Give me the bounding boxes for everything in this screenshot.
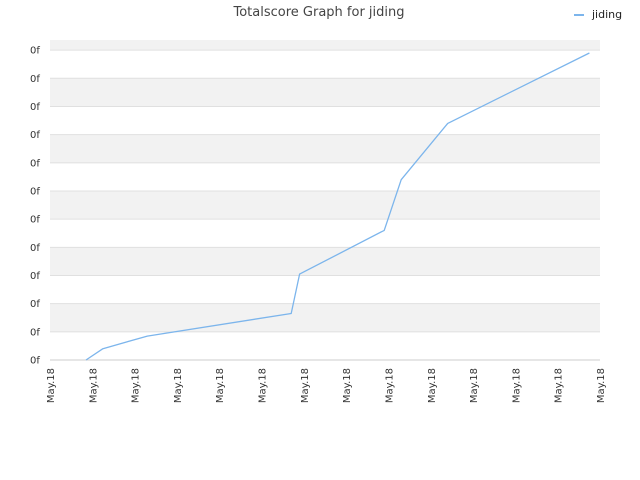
plot-band (50, 303, 600, 332)
y-tick-label: 0f (30, 327, 40, 338)
x-tick-label: May.18 (342, 368, 353, 403)
plot-band (50, 275, 600, 304)
y-tick-label: 0f (30, 271, 40, 282)
y-tick-label: 0f (30, 299, 40, 310)
plot-band (50, 50, 600, 79)
y-tick-label: 0f (30, 130, 40, 141)
x-tick-label: May.18 (554, 368, 565, 403)
plot-band (50, 162, 600, 191)
x-tick-label: May.18 (173, 368, 184, 403)
x-tick-label: May.18 (511, 368, 522, 403)
x-tick-label: May.18 (88, 368, 99, 403)
plot-band (50, 78, 600, 107)
chart-title: Totalscore Graph for jiding (232, 5, 404, 20)
plot-band (50, 331, 600, 360)
plot-band (50, 40, 600, 51)
x-axis-ticks: May.18 May.18 May.18 May.18 May.18 May.18 May.… (46, 368, 607, 403)
legend-label: jiding (591, 8, 622, 21)
y-tick-label: 0f (30, 74, 40, 85)
x-tick-label: May.18 (46, 368, 57, 403)
y-tick-label: 0f (30, 186, 40, 197)
y-tick-label: 0f (30, 158, 40, 169)
x-tick-label: May.18 (215, 368, 226, 403)
x-tick-label: May.18 (258, 368, 269, 403)
y-tick-label: 0f (30, 243, 40, 254)
series-line-jiding[interactable] (85, 52, 590, 361)
y-tick-label: 0f (30, 356, 40, 367)
plot-band (50, 219, 600, 248)
y-tick-label: 0f (30, 46, 40, 57)
x-tick-label: May.18 (427, 368, 438, 403)
legend[interactable]: jiding (574, 8, 622, 21)
x-tick-label: May.18 (300, 368, 311, 403)
series-layer (85, 52, 590, 361)
y-tick-label: 0f (30, 215, 40, 226)
plot-band (50, 190, 600, 220)
x-tick-label: May.18 (131, 368, 142, 403)
y-tick-label: 0f (30, 102, 40, 113)
x-tick-label: May.18 (596, 368, 607, 403)
y-axis-ticks: 0f 0f 0f 0f 0f 0f 0f 0f 0f 0f 0f 0f (30, 46, 40, 367)
x-tick-label: May.18 (384, 368, 395, 403)
plot-band (50, 106, 600, 135)
x-tick-label: May.18 (469, 368, 480, 403)
plot-band (50, 134, 600, 163)
